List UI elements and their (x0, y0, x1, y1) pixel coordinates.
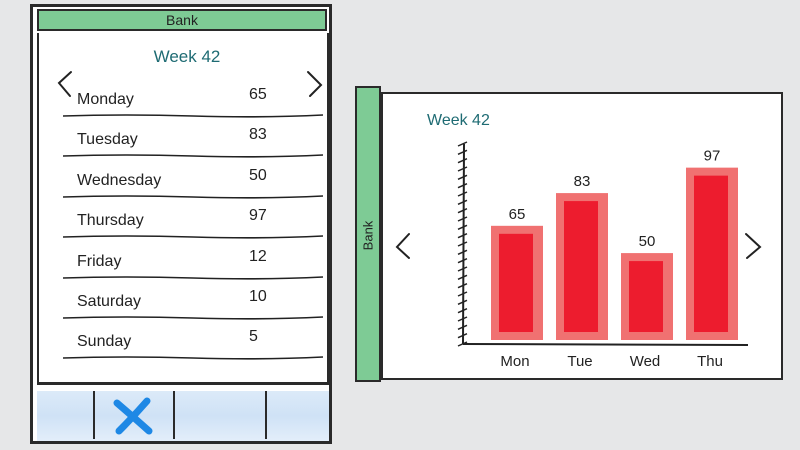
toolbar-divider (265, 391, 267, 439)
y-axis-tick (457, 174, 468, 181)
day-name: Friday (77, 252, 122, 270)
chevron-right-icon (307, 71, 323, 97)
chevron-right-icon (745, 233, 762, 259)
toolbar-divider (173, 391, 175, 439)
row-divider (63, 316, 323, 320)
data-label: 65 (509, 206, 526, 223)
tablet-sidebar-title: Bank (360, 220, 376, 251)
y-axis-tick (457, 332, 468, 339)
toolbar-close-button[interactable] (95, 391, 173, 441)
day-value: 65 (249, 86, 267, 103)
next-week-button[interactable] (305, 69, 325, 99)
list-item[interactable]: Wednesday 50 (39, 166, 335, 206)
day-value: 83 (249, 126, 267, 144)
y-axis-tick (457, 307, 468, 314)
y-axis-tick (457, 316, 468, 322)
row-divider (63, 275, 323, 280)
y-axis-tick (457, 166, 468, 172)
bar-fill (499, 233, 533, 332)
x-tick-label: Wed (630, 353, 661, 370)
y-axis-tick (457, 224, 468, 231)
toolbar-button-1[interactable] (37, 391, 93, 441)
x-tick-label: Tue (567, 353, 592, 370)
y-axis-tick (457, 232, 468, 239)
y-axis-tick (457, 199, 468, 206)
y-axis-tick (457, 182, 468, 189)
tablet-sidebar: Bank (355, 86, 381, 382)
data-label: 50 (639, 233, 656, 250)
list-item[interactable]: Monday 65 (39, 85, 335, 125)
row-divider (63, 356, 323, 360)
y-axis-tick (457, 191, 468, 197)
list-item[interactable]: Thursday 97 (39, 206, 335, 246)
data-label: 97 (704, 148, 721, 165)
bar-fill (629, 261, 663, 332)
row-divider (63, 235, 323, 239)
data-label: 83 (574, 173, 591, 190)
row-divider (63, 154, 323, 158)
phone-content: Week 42 Monday 65 Tuesday 83 Wednesday 5… (37, 33, 329, 385)
y-axis-tick (457, 274, 468, 281)
list-item[interactable]: Saturday 10 (39, 287, 335, 327)
x-tick-label: Mon (500, 353, 529, 370)
day-value: 12 (249, 247, 267, 265)
y-axis-tick (457, 141, 468, 147)
day-value: 97 (249, 207, 267, 225)
bar-fill (564, 201, 598, 332)
y-axis-tick (457, 341, 468, 347)
close-icon (113, 397, 153, 435)
day-value: 5 (249, 328, 258, 346)
chart-axes (457, 141, 749, 347)
previous-week-button[interactable] (55, 69, 75, 99)
y-axis-tick (457, 324, 468, 331)
bar-fill (694, 175, 728, 332)
bottom-toolbar (37, 391, 329, 441)
y-axis-tick (457, 282, 468, 289)
day-name: Sunday (77, 333, 132, 351)
day-name: Tuesday (77, 131, 138, 149)
y-axis-tick (457, 207, 468, 214)
day-name: Thursday (77, 212, 144, 230)
day-value: 10 (249, 287, 267, 305)
previous-week-button[interactable] (393, 230, 413, 264)
day-list: Monday 65 Tuesday 83 Wednesday 50 Thursd… (39, 85, 335, 368)
x-axis (462, 343, 749, 346)
phone-mockup: Bank Week 42 Monday 65 Tuesday 83 (30, 4, 332, 444)
day-name: Wednesday (77, 171, 162, 189)
phone-header: Bank (37, 9, 327, 31)
chart-title: Week 42 (427, 112, 490, 129)
week-title: Week 42 (153, 47, 221, 66)
row-divider (63, 114, 323, 118)
list-item[interactable]: Friday 12 (39, 247, 335, 287)
list-item[interactable]: Sunday 5 (39, 327, 335, 367)
day-name: Saturday (77, 292, 142, 310)
bar-chart: 65 83 50 97 Mon Tue Wed Thu (457, 141, 749, 370)
y-axis-tick (457, 157, 468, 164)
x-tick-label: Thu (697, 353, 723, 370)
chevron-left-icon (395, 233, 410, 259)
y-axis-tick (457, 249, 468, 256)
y-axis-tick (457, 291, 468, 297)
y-axis-tick (457, 241, 468, 247)
toolbar-button-4[interactable] (267, 391, 329, 441)
y-axis-tick (457, 299, 468, 306)
y-axis-tick (457, 266, 468, 272)
tablet-mockup: Bank Week 42 65 83 50 97 Mon Tue Wed Thu (355, 86, 785, 382)
day-value: 50 (249, 166, 267, 184)
y-axis-tick (457, 257, 468, 264)
toolbar-button-3[interactable] (175, 391, 265, 441)
phone-header-title: Bank (166, 12, 198, 28)
toolbar-divider (93, 391, 95, 439)
tablet-content: Week 42 65 83 50 97 Mon Tue Wed Thu (381, 92, 783, 380)
chevron-left-icon (57, 71, 72, 97)
row-divider (63, 194, 323, 199)
day-name: Monday (77, 91, 134, 108)
next-week-button[interactable] (743, 230, 763, 264)
y-axis-tick (457, 216, 468, 222)
y-axis-tick (457, 149, 468, 156)
list-item[interactable]: Tuesday 83 (39, 125, 335, 165)
